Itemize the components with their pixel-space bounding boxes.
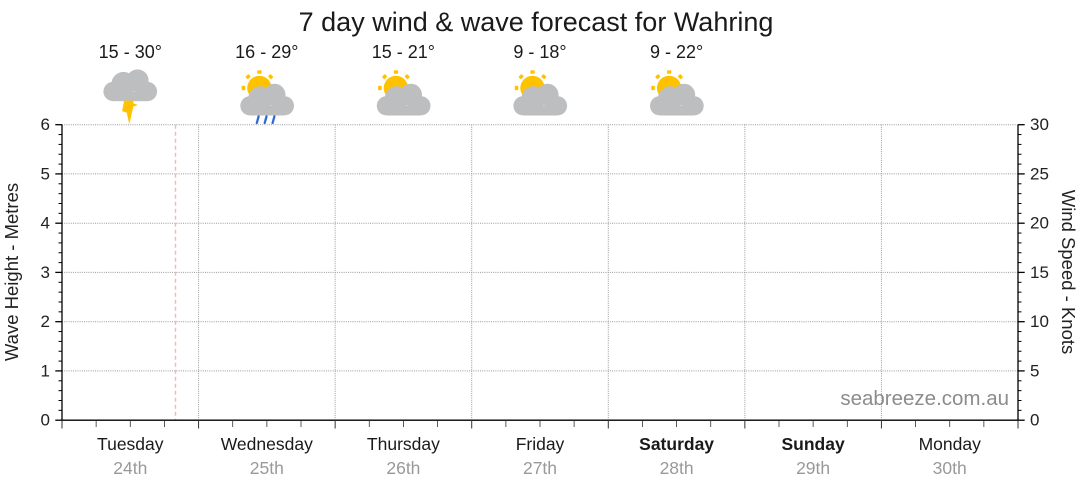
svg-text:3: 3	[41, 263, 50, 282]
svg-text:15: 15	[1030, 263, 1049, 282]
svg-text:9 - 22°: 9 - 22°	[650, 42, 703, 62]
svg-text:Wave Height - Metres: Wave Height - Metres	[1, 183, 22, 361]
svg-text:Saturday: Saturday	[639, 434, 714, 454]
svg-text:9 - 18°: 9 - 18°	[513, 42, 566, 62]
svg-text:6: 6	[41, 115, 50, 134]
svg-text:15 - 21°: 15 - 21°	[372, 42, 435, 62]
svg-text:Wind Speed - Knots: Wind Speed - Knots	[1058, 190, 1079, 355]
svg-text:27th: 27th	[523, 458, 557, 478]
svg-text:30th: 30th	[933, 458, 967, 478]
svg-text:15 - 30°: 15 - 30°	[99, 42, 162, 62]
svg-text:25: 25	[1030, 165, 1049, 184]
svg-text:5: 5	[1030, 361, 1039, 380]
svg-text:10: 10	[1030, 312, 1049, 331]
svg-text:24th: 24th	[113, 458, 147, 478]
svg-text:29th: 29th	[796, 458, 830, 478]
svg-text:26th: 26th	[386, 458, 420, 478]
svg-text:0: 0	[1030, 411, 1039, 430]
svg-text:1: 1	[41, 361, 50, 380]
svg-text:Thursday: Thursday	[367, 434, 440, 454]
svg-text:7 day wind & wave forecast for: 7 day wind & wave forecast for Wahring	[299, 7, 774, 37]
svg-text:Sunday: Sunday	[781, 434, 844, 454]
svg-text:4: 4	[41, 214, 50, 233]
svg-text:5: 5	[41, 165, 50, 184]
svg-text:Tuesday: Tuesday	[97, 434, 164, 454]
svg-text:Monday: Monday	[919, 434, 982, 454]
svg-text:2: 2	[41, 312, 50, 331]
svg-text:20: 20	[1030, 214, 1049, 233]
svg-text:Friday: Friday	[516, 434, 565, 454]
svg-text:Wednesday: Wednesday	[221, 434, 313, 454]
svg-text:28th: 28th	[660, 458, 694, 478]
svg-text:0: 0	[41, 411, 50, 430]
svg-text:30: 30	[1030, 115, 1049, 134]
svg-text:seabreeze.com.au: seabreeze.com.au	[840, 387, 1009, 410]
svg-text:16 - 29°: 16 - 29°	[235, 42, 298, 62]
svg-text:25th: 25th	[250, 458, 284, 478]
